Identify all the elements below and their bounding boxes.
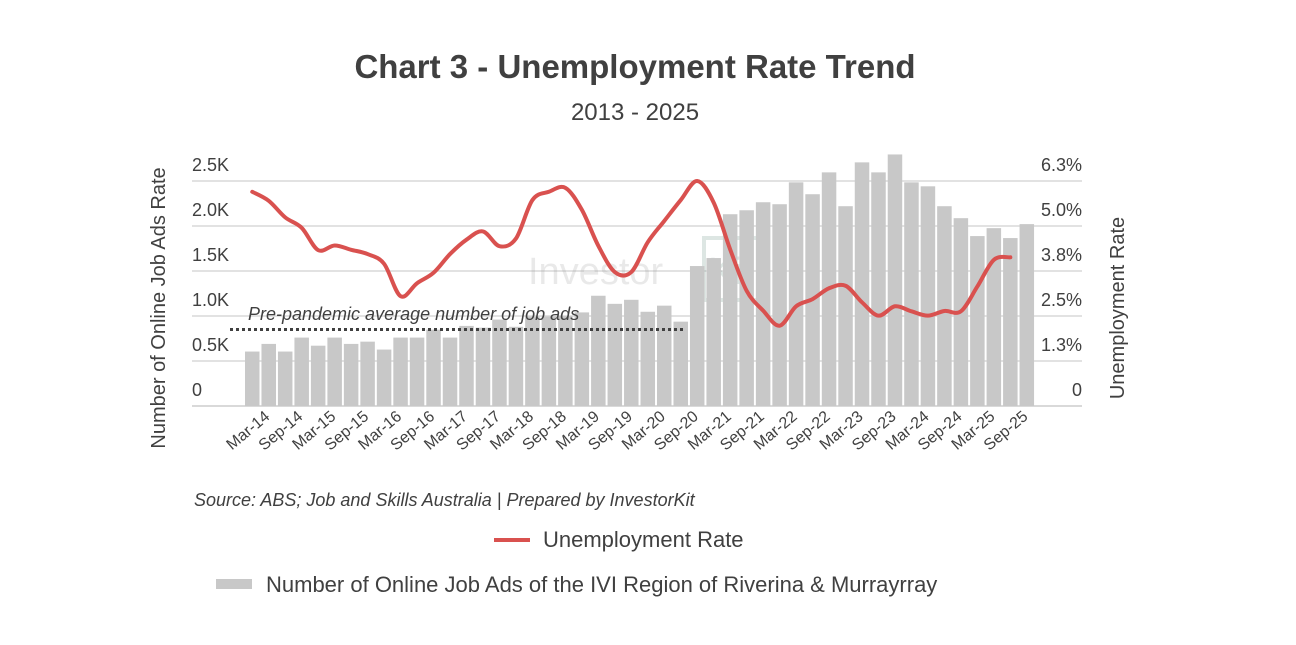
bar bbox=[723, 214, 738, 406]
bar bbox=[360, 342, 375, 406]
right-tick-label: 6.3% bbox=[1041, 155, 1082, 175]
bar bbox=[459, 326, 474, 406]
bar bbox=[294, 338, 309, 406]
right-tick-label: 3.8% bbox=[1041, 245, 1082, 265]
bar bbox=[789, 182, 804, 406]
bar bbox=[443, 338, 458, 406]
legend-item-unemployment[interactable]: Unemployment Rate bbox=[494, 527, 744, 552]
legend-label: Number of Online Job Ads of the IVI Regi… bbox=[266, 572, 937, 597]
left-axis-ticks: 0 0.5K 1.0K 1.5K 2.0K 2.5K bbox=[192, 155, 229, 400]
bar bbox=[311, 346, 326, 406]
bar bbox=[921, 186, 936, 406]
bar bbox=[377, 350, 392, 406]
bar bbox=[855, 162, 870, 406]
bar bbox=[673, 322, 688, 406]
bar bbox=[575, 312, 590, 406]
bar bbox=[1020, 224, 1035, 406]
bar bbox=[657, 306, 672, 406]
svg-text:Investor: Investor bbox=[528, 251, 664, 293]
right-axis-title: Unemployment Rate bbox=[1107, 217, 1129, 399]
left-tick-label: 0.5K bbox=[192, 335, 229, 355]
left-tick-label: 1.5K bbox=[192, 245, 229, 265]
right-axis-ticks: 0 1.3% 2.5% 3.8% 5.0% 6.3% bbox=[1041, 155, 1082, 400]
bar bbox=[426, 330, 441, 406]
source-note: Source: ABS; Job and Skills Australia | … bbox=[194, 490, 696, 510]
bar bbox=[838, 206, 853, 406]
bar bbox=[261, 344, 276, 406]
bar bbox=[1003, 238, 1018, 406]
bar bbox=[904, 182, 919, 406]
right-tick-label: 1.3% bbox=[1041, 335, 1082, 355]
bar bbox=[690, 266, 705, 406]
bar bbox=[608, 304, 623, 406]
bar bbox=[327, 338, 342, 406]
bar bbox=[970, 236, 985, 406]
bar bbox=[410, 338, 425, 406]
legend-swatch-bar bbox=[216, 579, 252, 589]
bar bbox=[624, 300, 639, 406]
bar bbox=[739, 210, 754, 406]
bar bbox=[476, 328, 491, 406]
legend-item-job-ads[interactable]: Number of Online Job Ads of the IVI Regi… bbox=[216, 572, 937, 597]
left-tick-label: 2.5K bbox=[192, 155, 229, 175]
right-tick-label: 5.0% bbox=[1041, 200, 1082, 220]
bar bbox=[492, 320, 507, 406]
left-axis-title: Number of Online Job Ads Rate bbox=[148, 167, 170, 448]
left-tick-label: 0 bbox=[192, 380, 202, 400]
bar bbox=[987, 228, 1002, 406]
legend-label: Unemployment Rate bbox=[543, 527, 744, 552]
bar bbox=[641, 312, 656, 406]
right-tick-label: 0 bbox=[1072, 380, 1082, 400]
bar bbox=[393, 338, 408, 406]
bar bbox=[706, 258, 721, 406]
bar bbox=[245, 352, 260, 406]
bar bbox=[344, 344, 359, 406]
right-tick-label: 2.5% bbox=[1041, 290, 1082, 310]
bar bbox=[888, 154, 903, 406]
bar bbox=[591, 296, 606, 406]
left-tick-label: 2.0K bbox=[192, 200, 229, 220]
left-tick-label: 1.0K bbox=[192, 290, 229, 310]
bar bbox=[871, 172, 886, 406]
bar bbox=[509, 327, 524, 406]
bar bbox=[278, 352, 293, 406]
bar bbox=[937, 206, 952, 406]
x-axis-ticks: Mar-14Sep-14Mar-15Sep-15Mar-16Sep-16Mar-… bbox=[224, 408, 1032, 454]
chart-title: Chart 3 - Unemployment Rate Trend bbox=[354, 48, 915, 85]
bar bbox=[772, 204, 787, 406]
chart-subtitle: 2013 - 2025 bbox=[571, 99, 699, 126]
reference-line-label: Pre-pandemic average number of job ads bbox=[248, 304, 579, 324]
